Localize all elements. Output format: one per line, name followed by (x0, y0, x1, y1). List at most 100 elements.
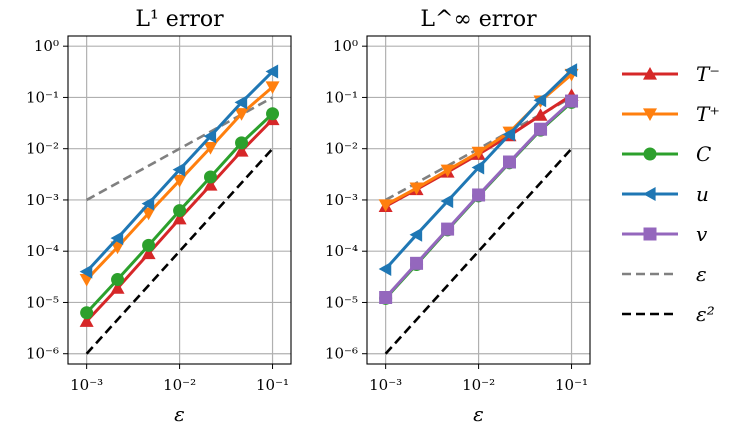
y-tick-label: 10⁻¹ (325, 88, 358, 106)
data-point-c (111, 273, 125, 287)
legend-marker (643, 147, 657, 161)
y-tick-label: 10⁻¹ (26, 88, 59, 106)
data-point-tminus (141, 246, 156, 260)
data-point-tplus (234, 108, 249, 121)
data-point-tplus (409, 182, 424, 196)
data-point-u (378, 261, 392, 276)
data-point-tplus (172, 174, 187, 188)
y-tick-label: 10⁻⁴ (26, 242, 59, 260)
y-tick-label: 10⁻³ (325, 191, 358, 209)
data-point-u (79, 264, 93, 279)
data-point-tminus (203, 178, 218, 191)
data-point-tplus (110, 241, 125, 255)
y-tick-label: 10⁻⁴ (325, 242, 358, 260)
x-tick-label: 10⁻² (163, 376, 196, 394)
data-point-tplus (141, 207, 156, 221)
y-tick-label: 10⁻² (26, 140, 59, 158)
ticks: 10⁻³ 10⁻² 10⁻¹ 10⁰ 10⁻¹ 10⁻² 10⁻³ 10⁻⁴ 10⁻⁵ 10⁻⁶ (325, 37, 588, 394)
data-point-c (203, 170, 217, 184)
data-point-tminus (533, 108, 548, 121)
data-point-u (234, 95, 248, 110)
data-point-u (172, 162, 186, 177)
x-tick-label: 10⁻³ (70, 376, 103, 394)
series-u (79, 64, 279, 279)
legend-item-u: u (622, 182, 709, 206)
data-point-v (565, 94, 579, 108)
legend-item-c: C (622, 142, 711, 166)
y-tick-label: 10⁻³ (26, 191, 59, 209)
data-point-c (266, 107, 280, 121)
series-eps-squared (384, 147, 573, 355)
data-point-tminus (172, 211, 187, 225)
data-point-tplus (265, 81, 280, 94)
data-point-u (110, 231, 124, 246)
legend-marker (643, 227, 657, 241)
data-point-c (142, 238, 156, 252)
legend-label: ε² (696, 302, 715, 326)
legend-label: ε (696, 262, 707, 286)
data-point-u (203, 129, 217, 144)
legend-item-eps: ε (622, 262, 707, 286)
data-point-v (410, 256, 424, 270)
data-point-v (379, 290, 393, 304)
data-point-u (502, 127, 516, 142)
legend-label: T⁻ (696, 62, 720, 86)
data-point-u (564, 63, 578, 78)
legend-item-v: v (622, 222, 708, 246)
panel-l1-error: 10⁻³ 10⁻² 10⁻¹ 10⁰ 10⁻¹ 10⁻² 10⁻³ 10⁻⁴ 10⁻⁵ 10⁻⁶ L… (26, 7, 292, 426)
data-point-u (471, 160, 485, 175)
data-point-tplus (203, 142, 218, 155)
x-tick-label: 10⁻¹ (555, 376, 588, 394)
plot-area (79, 64, 280, 355)
data-point-tplus (378, 199, 393, 212)
legend-marker (643, 67, 657, 80)
data-point-tminus (234, 144, 249, 157)
x-tick-label: 10⁻² (462, 376, 495, 394)
legend-label: v (696, 222, 708, 246)
plot-area (378, 63, 579, 355)
data-point-tminus (79, 314, 94, 327)
legend-label: C (696, 142, 711, 166)
data-point-c (173, 204, 187, 218)
series-c (80, 107, 280, 320)
data-point-u (409, 227, 423, 242)
x-tick-label: 10⁻³ (369, 376, 402, 394)
data-point-c (235, 136, 249, 150)
data-point-v (441, 222, 455, 236)
data-point-tplus (440, 164, 455, 178)
legend-label: T⁺ (696, 102, 720, 126)
data-point-v (534, 122, 548, 136)
series-line-eps-squared (384, 147, 573, 355)
x-axis-label: ε (174, 402, 185, 426)
x-axis-label: ε (473, 402, 484, 426)
y-tick-label: 10⁻⁵ (325, 293, 358, 311)
y-tick-label: 10⁻² (325, 140, 358, 158)
y-tick-label: 10⁻⁶ (325, 345, 358, 363)
data-point-u (265, 64, 279, 79)
y-tick-label: 10⁻⁵ (26, 293, 59, 311)
series-eps-squared (85, 147, 274, 355)
legend-item-eps-squared: ε² (622, 302, 715, 326)
data-point-u (440, 194, 454, 209)
legend-item-tminus: T⁻ (622, 62, 720, 86)
legend-marker (643, 187, 656, 201)
data-point-v (502, 155, 516, 169)
legend-label: u (696, 182, 709, 206)
series-line-eps-squared (85, 147, 274, 355)
data-point-tplus (471, 146, 486, 160)
ticks: 10⁻³ 10⁻² 10⁻¹ 10⁰ 10⁻¹ 10⁻² 10⁻³ 10⁻⁴ 10⁻⁵ 10⁻⁶ (26, 37, 289, 394)
series-v (379, 94, 579, 304)
chart-title: L¹ error (135, 7, 224, 32)
data-point-u (141, 196, 155, 211)
y-tick-label: 10⁰ (34, 37, 59, 55)
legend-item-tplus: T⁺ (622, 102, 720, 126)
series-tminus (79, 112, 280, 327)
legend-marker (643, 108, 657, 121)
data-point-tminus (110, 281, 125, 294)
series-u (378, 63, 578, 276)
y-tick-label: 10⁻⁶ (26, 345, 59, 363)
y-tick-label: 10⁰ (333, 37, 358, 55)
panel-linf-error: 10⁻³ 10⁻² 10⁻¹ 10⁰ 10⁻¹ 10⁻² 10⁻³ 10⁻⁴ 10⁻⁵ 10⁻⁶ L… (325, 7, 591, 426)
